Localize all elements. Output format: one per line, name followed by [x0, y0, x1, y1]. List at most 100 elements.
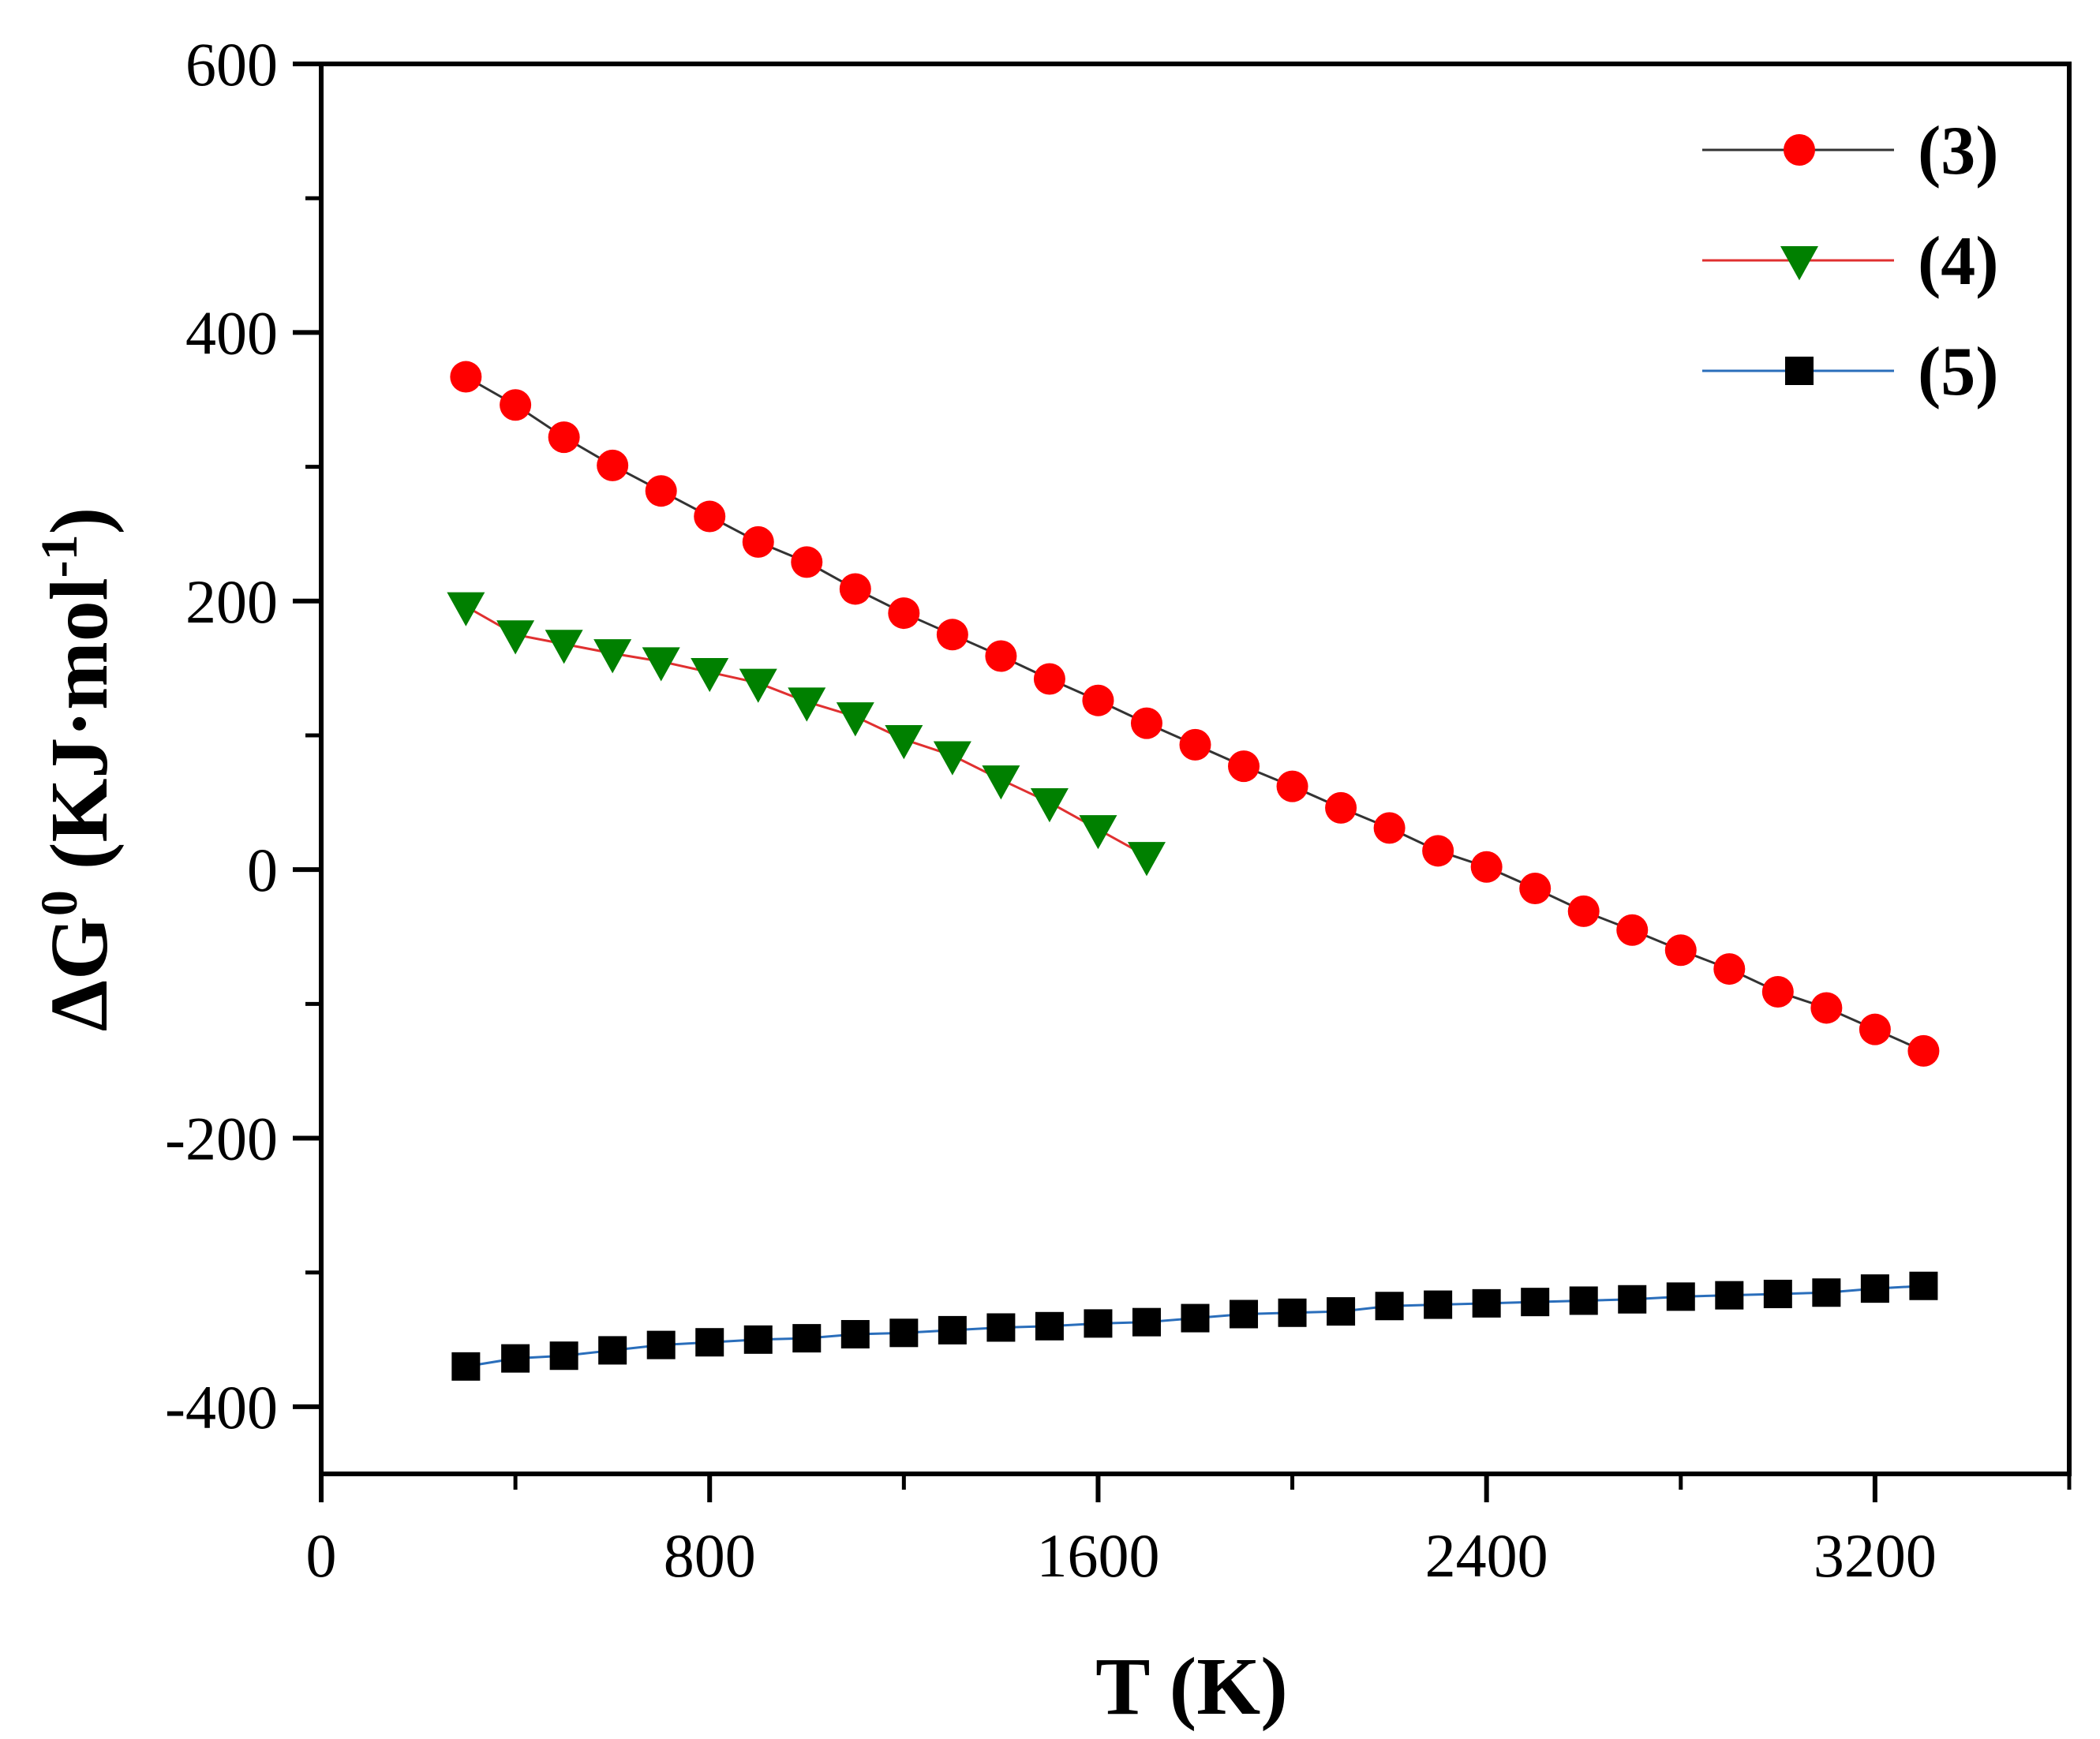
y-axis-title-sup: 0 — [31, 890, 88, 916]
x-tick-label: 2400 — [1425, 1521, 1548, 1590]
data-point-series-4 — [691, 657, 729, 693]
data-point-series-4 — [739, 668, 777, 703]
data-point-series-3 — [1761, 976, 1794, 1008]
series-markers — [447, 361, 1940, 1381]
legend-label: (3) — [1918, 113, 1999, 189]
data-point-series-3 — [1859, 1013, 1891, 1045]
data-point-series-3 — [500, 389, 532, 421]
data-point-series-5 — [1909, 1271, 1938, 1300]
y-tick-label: -200 — [165, 1105, 278, 1173]
data-point-series-5 — [986, 1313, 1016, 1342]
data-point-series-3 — [1130, 707, 1162, 739]
data-point-series-3 — [1033, 663, 1065, 695]
data-point-series-4 — [447, 592, 485, 626]
data-point-series-4 — [788, 687, 826, 722]
axes — [319, 62, 2072, 1476]
data-point-series-4 — [496, 620, 535, 655]
data-point-series-5 — [1424, 1290, 1453, 1319]
data-point-series-5 — [840, 1320, 870, 1349]
data-point-series-4 — [545, 630, 583, 664]
data-point-series-3 — [1373, 812, 1406, 844]
y-axis-title-unit-sup: -1 — [31, 534, 88, 578]
data-point-series-3 — [548, 421, 580, 454]
data-point-series-4 — [982, 765, 1020, 800]
data-point-series-3 — [1082, 684, 1114, 716]
data-point-series-5 — [1860, 1274, 1889, 1303]
data-point-series-3 — [1276, 770, 1308, 802]
data-point-series-5 — [646, 1330, 676, 1359]
data-point-series-3 — [1664, 934, 1697, 967]
legend-item: (3) — [1702, 113, 1999, 189]
data-point-series-5 — [1230, 1300, 1259, 1329]
data-point-series-4 — [642, 647, 680, 682]
data-point-series-5 — [451, 1352, 481, 1381]
legend-label: (5) — [1918, 334, 1999, 410]
data-point-series-3 — [1179, 728, 1211, 761]
data-point-series-5 — [792, 1324, 822, 1353]
data-point-series-4 — [1127, 842, 1166, 877]
data-point-series-5 — [1327, 1297, 1356, 1326]
data-point-series-3 — [791, 546, 823, 578]
y-axis-title-unit: (KJ·mol — [34, 578, 125, 890]
data-point-series-5 — [501, 1344, 530, 1373]
data-point-series-5 — [598, 1336, 627, 1365]
legend-item: (4) — [1702, 223, 1999, 300]
data-point-series-5 — [1715, 1281, 1744, 1310]
data-point-series-5 — [1132, 1307, 1161, 1337]
y-tick-label: -400 — [165, 1373, 278, 1442]
legend-item: (5) — [1702, 334, 1999, 410]
data-point-series-4 — [885, 725, 923, 760]
legend: (3) (4) (5) — [1702, 113, 1999, 410]
y-axis-title-close: ) — [34, 507, 125, 535]
data-point-series-3 — [1713, 953, 1746, 985]
data-point-series-3 — [839, 573, 871, 605]
data-point-series-4 — [1079, 815, 1117, 850]
data-point-series-3 — [936, 619, 968, 651]
data-point-series-4 — [593, 639, 632, 674]
data-point-series-3 — [1519, 872, 1552, 904]
data-point-series-5 — [889, 1318, 919, 1348]
data-point-series-3 — [1470, 851, 1503, 883]
legend-marker-triangle-down — [1780, 246, 1818, 281]
data-point-series-3 — [450, 361, 482, 393]
x-tick-label: 1600 — [1036, 1521, 1159, 1590]
data-point-series-3 — [1810, 992, 1843, 1024]
y-tick-label: 400 — [185, 298, 278, 367]
data-point-series-5 — [1763, 1279, 1792, 1308]
data-point-series-5 — [1181, 1303, 1210, 1333]
data-point-series-4 — [836, 702, 874, 737]
data-point-series-3 — [597, 449, 629, 481]
legend-marker-square — [1785, 357, 1814, 385]
series-lines — [465, 376, 1925, 1368]
data-point-series-5 — [1278, 1298, 1307, 1327]
data-point-series-5 — [1375, 1292, 1404, 1321]
data-point-series-3 — [1616, 914, 1649, 946]
legend-label: (4) — [1918, 223, 1999, 300]
y-tick-label: 200 — [185, 567, 278, 636]
data-point-series-3 — [1567, 895, 1600, 927]
data-point-series-5 — [1035, 1311, 1064, 1341]
x-tick-label: 0 — [306, 1521, 337, 1590]
data-point-series-5 — [1618, 1285, 1647, 1314]
data-point-series-5 — [743, 1325, 773, 1354]
data-point-series-5 — [1472, 1288, 1501, 1318]
data-point-series-3 — [645, 475, 677, 507]
x-axis-title: T (K) — [1095, 1641, 1288, 1732]
data-point-series-3 — [1325, 791, 1357, 824]
data-point-series-3 — [694, 500, 726, 533]
data-point-series-3 — [985, 640, 1017, 672]
ticks: 0 800 1600 2400 3200 -400 -200 0 200 400 600 — [165, 30, 2072, 1590]
data-point-series-3 — [1422, 835, 1454, 867]
plot-frame — [319, 62, 2072, 1476]
data-point-series-5 — [1084, 1309, 1113, 1338]
data-point-series-5 — [1521, 1288, 1550, 1317]
data-point-series-5 — [1666, 1282, 1695, 1311]
legend-marker-circle — [1784, 134, 1815, 166]
series-line-3 — [465, 376, 1925, 1053]
data-point-series-5 — [695, 1328, 724, 1357]
data-point-series-5 — [549, 1341, 578, 1371]
data-point-series-5 — [938, 1315, 967, 1344]
y-axis-title: ΔG0 (KJ·mol-1) — [31, 507, 125, 1031]
data-point-series-3 — [1907, 1034, 1940, 1067]
